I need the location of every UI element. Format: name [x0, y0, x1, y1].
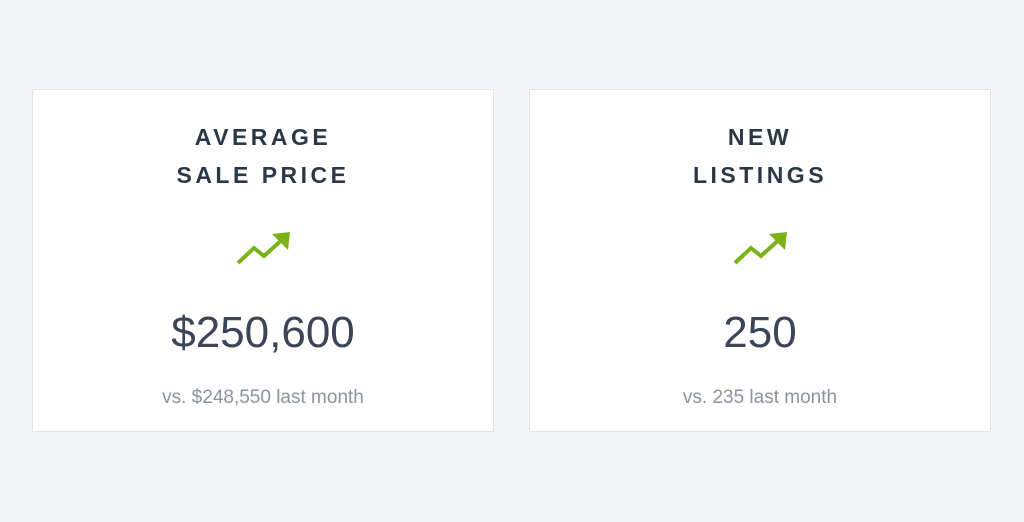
stat-comparison: vs. $248,550 last month	[162, 387, 364, 408]
stat-value: $250,600	[171, 308, 355, 357]
trend-up-icon	[236, 232, 290, 265]
card-title: NEW	[727, 124, 793, 150]
card-title: AVERAGE	[194, 124, 332, 150]
stat-card: AVERAGE SALE PRICE $250,600 vs. $248,550…	[32, 89, 494, 432]
stat-card: NEW LISTINGS 250 vs. 235 last month	[529, 89, 991, 432]
trend-up-icon	[733, 232, 787, 265]
stat-comparison: vs. 235 last month	[682, 387, 838, 408]
card-title: SALE PRICE	[176, 162, 350, 188]
stat-value: 250	[723, 308, 797, 357]
card-title: LISTINGS	[692, 162, 828, 188]
